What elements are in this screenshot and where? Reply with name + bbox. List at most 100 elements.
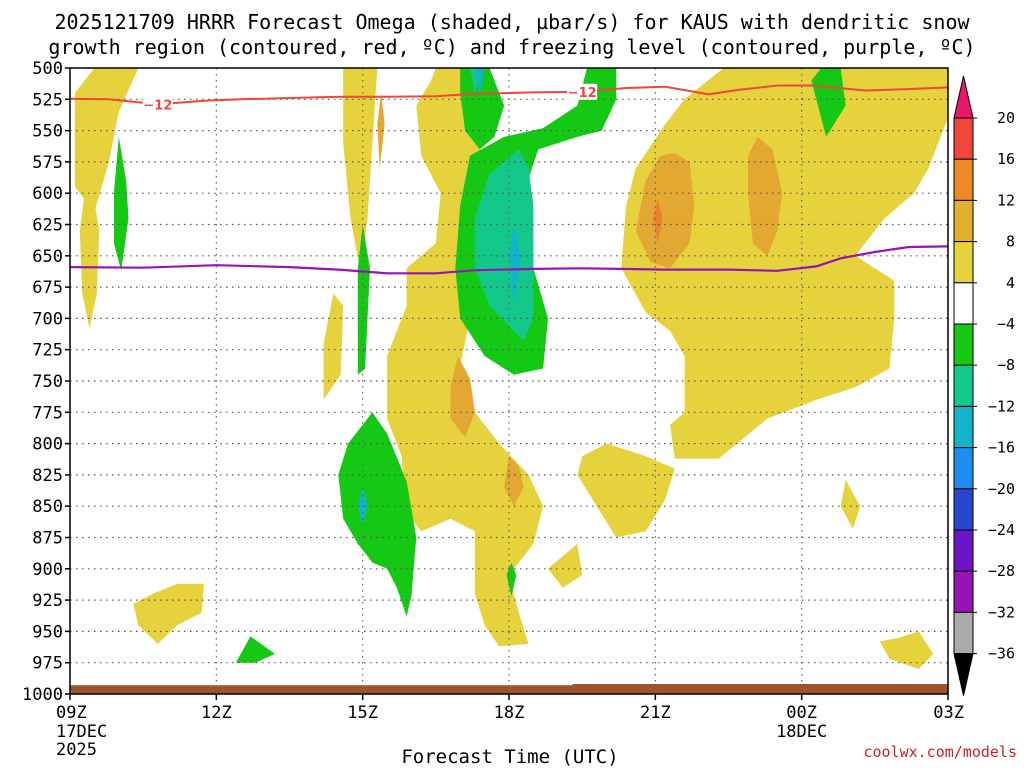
y-tick-label: 825 (32, 466, 63, 486)
colorbar-label: 16 (997, 150, 1015, 168)
y-tick-label: 950 (32, 622, 63, 642)
colorbar-swatch (953, 158, 974, 201)
colorbar-swatch (953, 488, 974, 531)
omega-cell-pos-h (840, 479, 861, 529)
colorbar-swatch (953, 405, 974, 449)
colorbar-swatch (953, 364, 974, 407)
x-tick-year-label: 2025 (56, 740, 97, 760)
colorbar-label: −28 (988, 562, 1015, 580)
terrain-band (70, 684, 948, 694)
y-tick-label: 725 (32, 341, 63, 361)
x-tick-date-label: 18DEC (776, 722, 827, 742)
omega-cell-neg-l (509, 224, 522, 306)
colorbar-label: −8 (997, 356, 1015, 374)
colorbar-legend: 20 16 12 8 4 −4 −8 −12 −16 −20 −24 −28 −32 −36 (953, 75, 1015, 696)
colorbar-label: 20 (997, 109, 1015, 127)
y-tick-label: 600 (32, 184, 63, 204)
omega-cell-neg-j (474, 149, 534, 341)
y-tick-label: 1000 (22, 685, 63, 705)
omega-cell-neg-e (338, 412, 417, 617)
y-tick-label: 750 (32, 372, 63, 392)
y-axis: 500 525 550 575 600 625 650 675 700 725 750 775 800 8… (22, 59, 70, 705)
colorbar-swatch (953, 241, 974, 284)
colorbar-swatch (953, 570, 974, 613)
gridlines (70, 68, 948, 694)
omega-cell-pos-b (79, 186, 100, 329)
contour-minus12-line (69, 84, 949, 106)
y-tick-label: 925 (32, 591, 63, 611)
omega-cell-pos-f (577, 443, 675, 538)
y-tick-label: 575 (32, 153, 63, 173)
omega-cell-pos-a (74, 68, 139, 212)
omega-cell-neg-c (113, 136, 129, 271)
y-tick-label: 550 (32, 122, 63, 142)
x-tick-label: 09Z (56, 703, 87, 723)
omega-cell-mid-d (504, 456, 524, 507)
y-tick-label: 900 (32, 560, 63, 580)
omega-cell-neg-f (811, 68, 846, 137)
colorbar-swatch (953, 323, 974, 366)
y-tick-label: 500 (32, 59, 63, 79)
y-tick-label: 800 (32, 435, 63, 455)
y-tick-label: 875 (32, 529, 63, 549)
contour-label-bg (567, 83, 598, 100)
title-line-2: growth region (contoured, red, ºC) and f… (48, 35, 975, 59)
colorbar-swatch (953, 117, 974, 160)
omega-cell-pos-e (548, 543, 583, 588)
omega-shading (74, 68, 948, 669)
omega-cell-mid-e (377, 93, 385, 169)
colorbar-swatch (953, 447, 974, 490)
x-axis-title: Forecast Time (UTC) (401, 746, 618, 768)
omega-cell-pos-east (621, 68, 948, 459)
omega-cell-mid-a (635, 153, 695, 269)
y-tick-label: 975 (32, 654, 63, 674)
surface-terrain (70, 684, 948, 694)
x-tick-date-label: 17DEC (56, 722, 107, 742)
omega-cell-max (652, 199, 663, 244)
omega-cell-mid-c (450, 356, 475, 438)
x-tick-label: 03Z (933, 703, 964, 723)
colorbar-label: 4 (1006, 274, 1015, 292)
omega-cell-neg-g (235, 636, 275, 663)
omega-cell-pos-main (387, 68, 544, 647)
colorbar-label: −32 (988, 603, 1015, 621)
colorbar-swatch (953, 282, 974, 325)
x-tick-label: 12Z (201, 703, 232, 723)
colorbar-swatch (953, 611, 974, 655)
colorbar-label: −4 (997, 315, 1015, 333)
title-line-1: 2025121709 HRRR Forecast Omega (shaded, … (54, 10, 970, 34)
colorbar-label: −20 (988, 480, 1015, 498)
freezing-level-line (69, 245, 949, 275)
y-tick-label: 525 (32, 90, 63, 110)
y-tick-label: 850 (32, 497, 63, 517)
contour-lines: −12 −12 (69, 83, 949, 275)
omega-cell-mid-b (748, 136, 783, 256)
colorbar-label: −16 (988, 439, 1015, 457)
colorbar-label: 8 (1006, 233, 1015, 251)
colorbar-label: −12 (988, 397, 1015, 415)
credit-text: coolwx.com/models (863, 743, 1017, 761)
omega-cell-pos-d (323, 293, 344, 400)
omega-cell-neg-d (357, 224, 370, 375)
y-tick-label: 675 (32, 278, 63, 298)
colorbar-swatch (953, 529, 974, 572)
y-tick-label: 775 (32, 403, 63, 423)
y-tick-label: 625 (32, 216, 63, 236)
omega-cell-pos-c (343, 68, 378, 271)
contour-minus12-label: −12 (143, 98, 172, 113)
colorbar-swatch (953, 199, 974, 243)
omega-cell-neg-k (474, 68, 485, 96)
x-tick-label: 00Z (786, 703, 817, 723)
x-tick-label: 18Z (494, 703, 525, 723)
omega-cell-neg-a (460, 68, 505, 150)
omega-cell-neg-h (506, 562, 517, 597)
x-tick-label: 15Z (347, 703, 378, 723)
contour-minus12-label: −12 (568, 86, 597, 101)
contour-label-bg (142, 96, 173, 113)
chart-title: 2025121709 HRRR Forecast Omega (shaded, … (48, 10, 975, 59)
colorbar-top-arrow (953, 75, 974, 119)
x-tick-label: 21Z (640, 703, 671, 723)
colorbar-label: 12 (997, 191, 1015, 209)
